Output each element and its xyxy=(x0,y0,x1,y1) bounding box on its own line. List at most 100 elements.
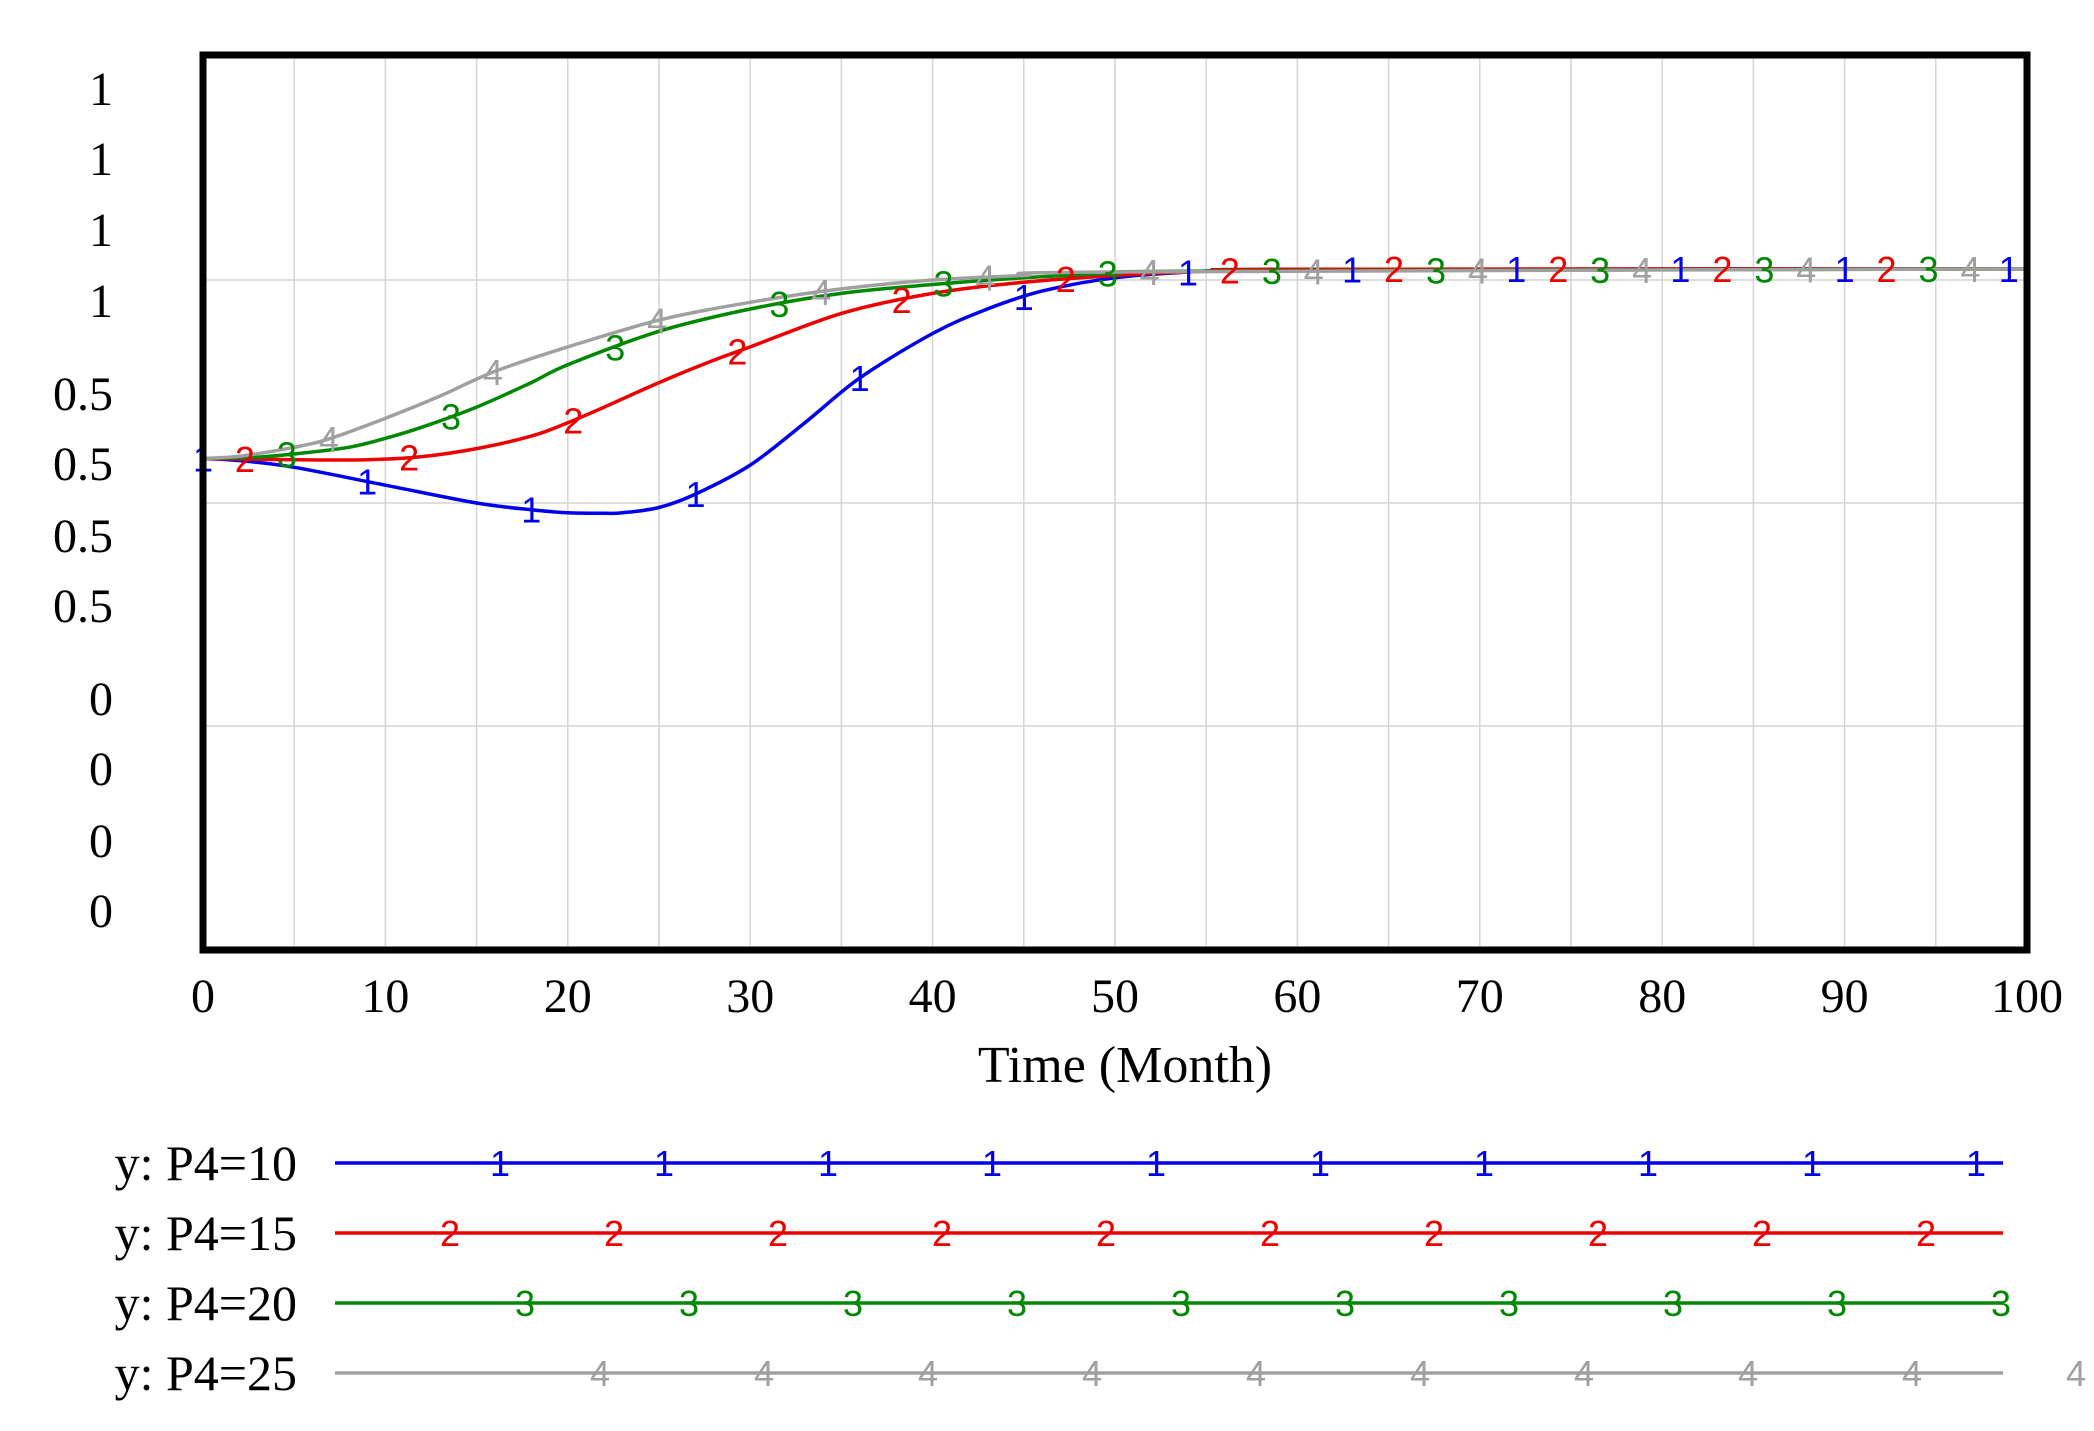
legend-marker: 1 xyxy=(982,1143,1002,1184)
legend-marker: 4 xyxy=(1246,1353,1266,1394)
legend-marker: 4 xyxy=(1082,1353,1102,1394)
series-marker: 3 xyxy=(605,327,625,368)
x-tick-label: 60 xyxy=(1273,970,1321,1023)
legend-marker: 1 xyxy=(1310,1143,1330,1184)
legend-marker: 1 xyxy=(490,1143,510,1184)
series-lines xyxy=(202,267,2028,516)
series-marker: 1 xyxy=(521,490,541,531)
series-marker: 3 xyxy=(1262,251,1282,292)
series-marker: 2 xyxy=(1877,249,1897,290)
x-tick-label: 100 xyxy=(1991,970,2063,1023)
series-marker: 3 xyxy=(1426,250,1446,291)
series-marker: 1 xyxy=(1835,249,1855,290)
legend-marker: 2 xyxy=(604,1213,624,1254)
legend-marker: 3 xyxy=(1991,1283,2011,1324)
legend-marker: 2 xyxy=(1260,1213,1280,1254)
x-tick-label: 90 xyxy=(1821,970,1869,1023)
legend-marker: 2 xyxy=(440,1213,460,1254)
x-tick-label: 50 xyxy=(1091,970,1139,1023)
legend-marker: 4 xyxy=(590,1353,610,1394)
legend-marker: 4 xyxy=(2066,1353,2086,1394)
legend-marker: 3 xyxy=(1499,1283,1519,1324)
legend-marker: 1 xyxy=(1146,1143,1166,1184)
series-marker: 3 xyxy=(1098,254,1118,295)
series-marker: 3 xyxy=(1754,250,1774,291)
y-tick-label: 0.5 xyxy=(53,580,113,633)
series-marker: 2 xyxy=(1548,249,1568,290)
series-marker: 1 xyxy=(1506,249,1526,290)
plot-frame xyxy=(199,51,2031,954)
series-marker: 4 xyxy=(1632,250,1652,291)
legend-marker: 4 xyxy=(1410,1353,1430,1394)
series-marker: 1 xyxy=(1670,249,1690,290)
legend-label: y: P4=15 xyxy=(115,1205,297,1261)
series-marker: 2 xyxy=(1384,249,1404,290)
legend-marker: 2 xyxy=(1752,1213,1772,1254)
legend-item: y: P4=20 3 3 3 3 3 3 3 3 3 3 xyxy=(115,1275,2011,1331)
legend-marker: 2 xyxy=(1916,1213,1936,1254)
x-axis-title: Time (Month) xyxy=(978,1037,1272,1094)
series-marker: 1 xyxy=(1014,277,1034,318)
legend-marker: 1 xyxy=(654,1143,674,1184)
series-marker: 4 xyxy=(1960,249,1980,290)
legend-marker: 2 xyxy=(1424,1213,1444,1254)
series-line-p4-25 xyxy=(202,267,2028,461)
legend-item: y: P4=25 4 4 4 4 4 4 4 4 4 4 xyxy=(115,1345,2086,1401)
series-marker: 1 xyxy=(1178,252,1198,293)
x-tick-label: 20 xyxy=(544,970,592,1023)
legend-item: y: P4=15 2 2 2 2 2 2 2 2 2 2 xyxy=(115,1205,2003,1261)
series-marker: 3 xyxy=(441,396,461,437)
series-marker: 2 xyxy=(727,332,747,373)
y-tick-label: 1 xyxy=(89,275,113,328)
series-marker: 1 xyxy=(850,358,870,399)
series-marker: 4 xyxy=(811,272,831,313)
legend-marker: 3 xyxy=(1663,1283,1683,1324)
legend-marker: 4 xyxy=(1738,1353,1758,1394)
y-tick-label: 0.5 xyxy=(53,438,113,491)
legend-marker: 3 xyxy=(843,1283,863,1324)
series-marker: 3 xyxy=(277,435,297,476)
series-marker: 3 xyxy=(1590,250,1610,291)
legend-marker: 3 xyxy=(1827,1283,1847,1324)
series-marker: 2 xyxy=(563,400,583,441)
series-marker: 4 xyxy=(647,301,667,342)
legend-marker: 4 xyxy=(754,1353,774,1394)
x-tick-label: 80 xyxy=(1638,970,1686,1023)
series-marker: 4 xyxy=(975,257,995,298)
series-marker: 2 xyxy=(399,437,419,478)
legend-marker: 1 xyxy=(1474,1143,1494,1184)
x-tick-label: 30 xyxy=(726,970,774,1023)
series-marker: 1 xyxy=(1342,249,1362,290)
legend-marker: 1 xyxy=(1966,1143,1986,1184)
x-axis-ticks: 0 10 20 30 40 50 60 70 80 90 100 xyxy=(191,970,2063,1023)
y-tick-label: 0.5 xyxy=(53,368,113,421)
legend-marker: 2 xyxy=(1096,1213,1116,1254)
y-tick-label: 0 xyxy=(89,673,113,726)
legend-marker: 3 xyxy=(515,1283,535,1324)
grid-lines xyxy=(203,55,2027,950)
x-tick-label: 70 xyxy=(1456,970,1504,1023)
series-marker: 2 xyxy=(1220,251,1240,292)
legend-marker: 1 xyxy=(1638,1143,1658,1184)
legend: y: P4=10 1 1 1 1 1 1 1 1 1 1y: P4=15 2 2 2 2 2 2 2 2 2 2y: P… xyxy=(115,1135,2086,1401)
y-tick-label: 0 xyxy=(89,885,113,938)
legend-marker: 1 xyxy=(818,1143,838,1184)
y-tick-label: 1 xyxy=(89,63,113,116)
legend-label: y: P4=10 xyxy=(115,1135,297,1191)
y-tick-label: 1 xyxy=(89,133,113,186)
series-marker: 4 xyxy=(1796,250,1816,291)
legend-marker: 3 xyxy=(1171,1283,1191,1324)
series-marker: 3 xyxy=(1918,249,1938,290)
legend-marker: 4 xyxy=(1574,1353,1594,1394)
y-tick-label: 1 xyxy=(89,204,113,257)
legend-marker: 2 xyxy=(932,1213,952,1254)
series-marker: 4 xyxy=(1304,251,1324,292)
legend-marker: 2 xyxy=(768,1213,788,1254)
x-tick-label: 40 xyxy=(909,970,957,1023)
series-marker: 3 xyxy=(934,264,954,305)
y-tick-label: 0.5 xyxy=(53,510,113,563)
series-marker: 4 xyxy=(1140,252,1160,293)
